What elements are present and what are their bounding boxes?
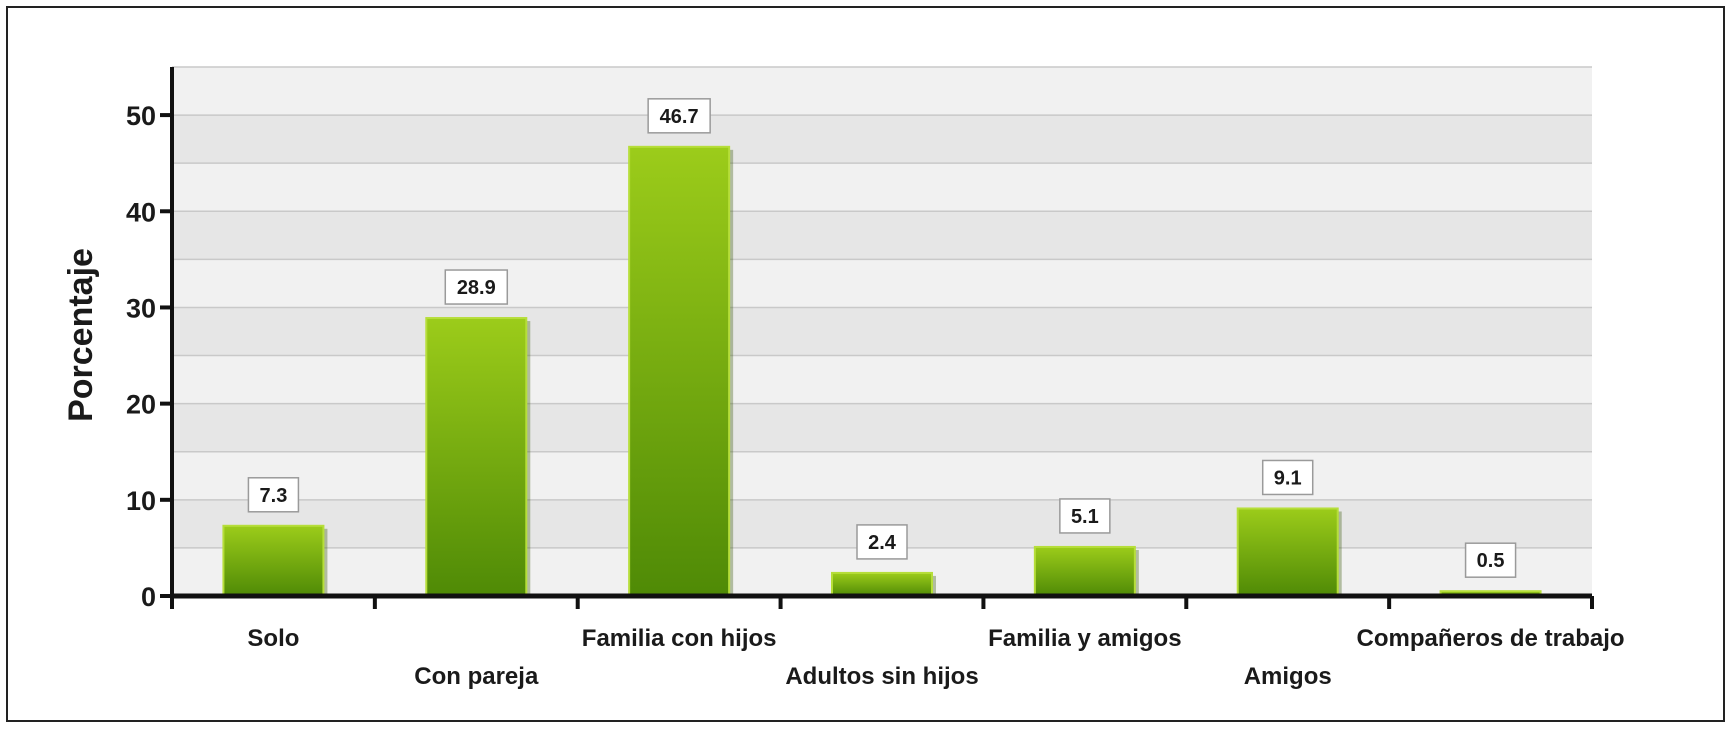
x-tick-label: Compañeros de trabajo bbox=[1357, 625, 1625, 652]
plot-band bbox=[172, 307, 1592, 356]
x-tick-labels: Solo Con pareja Familia con hijos Adultos s… bbox=[247, 625, 1624, 690]
bar bbox=[425, 317, 528, 597]
value-label-box bbox=[856, 524, 908, 560]
y-tick-label: 50 bbox=[126, 101, 156, 131]
value-label: 0.5 bbox=[1477, 550, 1505, 572]
x-tick-label: Amigos bbox=[1244, 663, 1332, 690]
x-tick-label: Solo bbox=[247, 625, 299, 652]
y-tick-label: 0 bbox=[141, 582, 156, 612]
plot-band bbox=[172, 451, 1592, 500]
value-label-box bbox=[1464, 542, 1517, 578]
value-label-box bbox=[647, 98, 711, 134]
bar bbox=[628, 145, 731, 597]
y-axis-title: Porcentaje bbox=[62, 248, 100, 422]
plot-band bbox=[172, 211, 1592, 260]
x-tick-label: Familia con hijos bbox=[582, 625, 777, 652]
bar bbox=[222, 524, 325, 598]
value-label: 9.1 bbox=[1274, 467, 1302, 489]
plot-band bbox=[172, 355, 1592, 404]
bar bbox=[1236, 507, 1339, 597]
value-label-box bbox=[1059, 498, 1111, 534]
y-tick-label: 40 bbox=[126, 197, 156, 227]
bars bbox=[222, 145, 1545, 598]
value-label: 28.9 bbox=[457, 277, 496, 299]
value-label: 2.4 bbox=[868, 532, 897, 554]
value-label-box bbox=[247, 477, 300, 513]
bar bbox=[831, 571, 933, 598]
plot-background-bands bbox=[172, 67, 1592, 596]
plot-band bbox=[172, 115, 1592, 164]
plot-band bbox=[172, 163, 1592, 212]
value-labels: 7.3 28.9 46.7 2.4 5.1 9.1 0.5 bbox=[247, 98, 1517, 578]
value-label: 5.1 bbox=[1071, 506, 1099, 528]
y-tick-label: 30 bbox=[126, 293, 156, 323]
x-tick-label: Familia y amigos bbox=[988, 625, 1181, 652]
y-tick-label: 10 bbox=[126, 486, 156, 516]
value-label-box bbox=[444, 269, 509, 305]
plot-band bbox=[172, 403, 1592, 452]
plot-band bbox=[172, 67, 1592, 116]
value-label-box bbox=[1261, 459, 1314, 496]
gridlines bbox=[172, 66, 1592, 549]
value-label: 46.7 bbox=[660, 106, 699, 128]
x-tick-label: Con pareja bbox=[414, 663, 539, 690]
y-tick-label: 20 bbox=[126, 390, 156, 420]
plot-band bbox=[172, 259, 1592, 308]
axes bbox=[160, 67, 1594, 609]
x-tick-label: Adultos sin hijos bbox=[785, 663, 978, 690]
y-tick-labels: 0 10 20 30 40 50 bbox=[126, 101, 156, 612]
value-label: 7.3 bbox=[260, 485, 288, 507]
bar bbox=[1033, 545, 1136, 597]
